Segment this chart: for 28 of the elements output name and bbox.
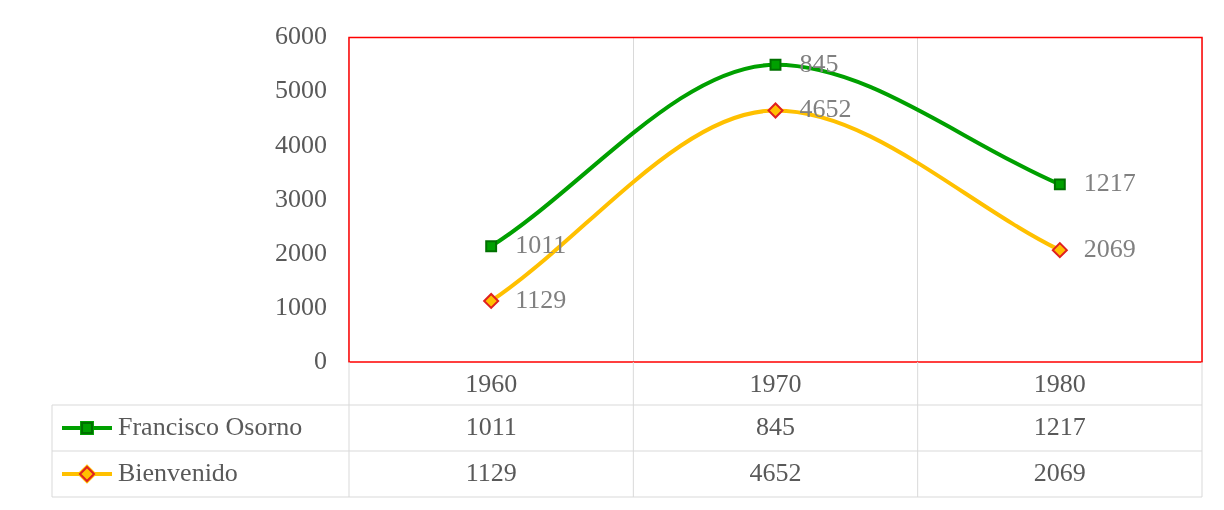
y-tick-label: 0 [314,345,327,375]
point [767,102,784,119]
point [769,58,782,71]
text: 845 [756,411,795,441]
legend-label: Bienvenido [118,457,238,487]
y-tick-label: 1000 [275,291,327,321]
point [483,292,500,309]
annotation: 1217 [1083,168,1136,198]
data-label: 2069 [1033,457,1086,487]
x-tick-label: 1980 [1033,369,1086,399]
y-tick-label: 6000 [275,21,327,51]
text: 1011 [465,411,517,441]
y-tick-label: 5000 [275,75,327,105]
y-tick-label: 4000 [275,129,327,159]
y-tick-label: 3000 [275,183,327,213]
point [485,240,498,253]
text: 4652 [799,94,852,124]
data-label: 4652 [749,457,802,487]
x-tick-label: 1960 [465,369,518,399]
text: 1129 [515,284,567,314]
x-tick-label: 1970 [749,369,802,399]
data-label: 1129 [465,457,517,487]
y-tick-label: 2000 [275,237,327,267]
text: 2069 [1083,233,1136,263]
text: 1217 [1033,411,1086,441]
point [1053,178,1066,191]
point [1051,242,1068,259]
legend-label: Francisco Osorno [118,411,303,441]
